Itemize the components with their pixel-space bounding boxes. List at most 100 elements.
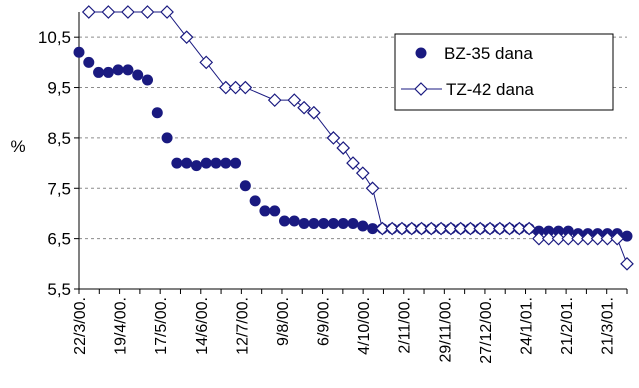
data-point <box>259 205 271 217</box>
data-point <box>414 221 429 236</box>
data-point <box>307 105 321 120</box>
data-point <box>288 215 300 227</box>
data-point <box>375 221 390 236</box>
data-point <box>385 221 399 236</box>
data-point <box>453 221 468 236</box>
data-point <box>81 5 96 19</box>
data-point <box>522 221 536 236</box>
data-point <box>483 221 497 236</box>
data-point <box>101 5 116 19</box>
data-point <box>179 30 194 45</box>
data-point <box>230 157 242 169</box>
y-tick-label: 6,5 <box>47 230 71 249</box>
data-point <box>581 231 595 246</box>
legend-box <box>394 33 614 111</box>
series-markers <box>73 5 634 271</box>
data-point <box>249 195 261 207</box>
data-point <box>132 69 144 81</box>
y-tick-label: 9,5 <box>47 79 71 98</box>
data-point <box>151 107 163 119</box>
x-tick-label: 27/12/00. <box>478 297 495 364</box>
axes <box>78 12 627 290</box>
data-point <box>355 166 370 181</box>
y-tick-label: 7,5 <box>47 179 71 198</box>
data-point <box>199 55 214 70</box>
data-point <box>83 56 95 68</box>
data-point <box>346 156 360 170</box>
data-point <box>140 5 155 19</box>
legend-marker <box>414 82 428 96</box>
data-point <box>561 231 576 246</box>
data-point <box>620 256 634 271</box>
x-tick-label: 12/7/00. <box>234 297 251 355</box>
data-point <box>298 218 310 230</box>
legend: BZ-35 dana TZ-42 dana <box>394 33 614 111</box>
x-tick-label: 29/11/00. <box>437 297 454 363</box>
data-point <box>218 80 233 95</box>
data-point <box>287 93 302 107</box>
x-tick-label: 14/6/00. <box>194 297 211 355</box>
data-point <box>142 74 153 86</box>
data-point <box>336 141 351 155</box>
x-tick-label: 21/2/01. <box>559 297 576 355</box>
x-tick-label: 17/5/00. <box>153 297 170 355</box>
data-point <box>512 221 527 236</box>
data-point <box>228 80 243 95</box>
x-tick-label: 21/3/01. <box>600 297 617 355</box>
y-tick-label: 8,5 <box>47 129 71 148</box>
data-point <box>404 221 419 236</box>
data-point <box>279 215 290 227</box>
x-tick-label: 6/9/00. <box>316 297 333 346</box>
x-tick-label: 19/4/00. <box>113 297 130 355</box>
data-point <box>357 220 369 232</box>
data-point <box>424 221 439 236</box>
data-point <box>200 157 212 169</box>
x-tick-label: 4/10/00. <box>356 297 373 355</box>
data-point <box>463 221 478 236</box>
y-tick-label: 10,5 <box>38 28 71 47</box>
y-tick-label: 5,5 <box>47 280 71 299</box>
data-point <box>365 181 380 196</box>
data-point <box>473 221 488 236</box>
data-point <box>171 157 183 169</box>
data-point <box>112 64 124 76</box>
data-point <box>551 231 566 246</box>
x-tick-label: 2/11/00. <box>397 297 414 354</box>
data-point <box>122 64 134 76</box>
data-point <box>434 221 448 236</box>
data-point <box>502 221 517 236</box>
data-point <box>337 218 349 230</box>
data-point <box>239 180 251 192</box>
legend-label: TZ-42 dana <box>446 80 534 99</box>
data-point <box>444 221 458 236</box>
x-tick-label: 22/3/00. <box>72 297 89 355</box>
data-point <box>102 66 114 78</box>
x-axis-ticks: 22/3/00. 19/4/00. 17/5/00. 14/6/00. 12/7/00.… <box>72 289 628 364</box>
data-point <box>492 221 507 236</box>
data-point <box>347 218 359 230</box>
x-tick-label: 9/8/00. <box>275 297 292 346</box>
data-point <box>543 225 555 237</box>
y-axis-label: % <box>10 137 25 156</box>
data-point <box>121 5 135 19</box>
data-point <box>395 221 409 236</box>
data-point <box>532 231 546 246</box>
data-point <box>533 225 545 237</box>
y-axis-ticks: 5,5 6,5 7,5 8,5 9,5 10,5 <box>38 28 79 299</box>
legend-label: BZ-35 dana <box>444 44 533 63</box>
x-tick-label: 24/1/01. <box>519 297 536 355</box>
data-point <box>73 46 85 58</box>
data-point <box>238 80 253 95</box>
data-point <box>562 225 574 237</box>
data-point <box>590 231 605 246</box>
data-point <box>269 205 281 217</box>
data-point <box>161 132 173 144</box>
data-point <box>318 218 330 230</box>
data-point <box>326 131 341 145</box>
data-point <box>267 93 282 107</box>
legend-marker <box>415 47 427 59</box>
data-point <box>600 231 615 246</box>
data-point <box>610 231 625 246</box>
data-point <box>210 157 222 169</box>
